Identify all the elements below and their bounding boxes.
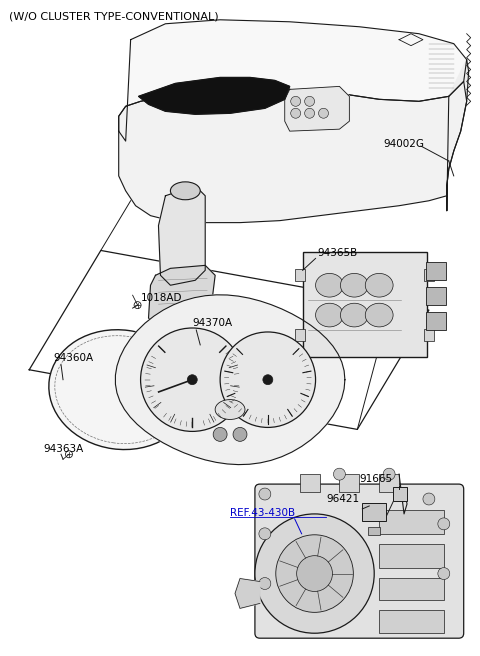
Ellipse shape — [215, 400, 245, 419]
Ellipse shape — [170, 182, 200, 199]
Circle shape — [291, 96, 300, 106]
Ellipse shape — [340, 274, 368, 297]
Circle shape — [334, 468, 346, 480]
Circle shape — [141, 328, 244, 432]
Circle shape — [259, 528, 271, 540]
Bar — [424, 329, 434, 341]
Circle shape — [233, 428, 247, 441]
Text: 96421: 96421 — [326, 494, 360, 504]
Text: 94370A: 94370A — [192, 318, 232, 328]
Bar — [379, 610, 444, 633]
Bar — [368, 527, 380, 535]
Bar — [379, 510, 444, 534]
Circle shape — [187, 375, 197, 384]
Bar — [426, 262, 446, 280]
Circle shape — [305, 108, 314, 118]
Circle shape — [438, 567, 450, 579]
Circle shape — [319, 108, 328, 118]
Bar — [295, 329, 305, 341]
Bar — [424, 270, 434, 281]
Polygon shape — [139, 77, 290, 114]
Circle shape — [259, 488, 271, 500]
Text: (W/O CLUSTER TYPE-CONVENTIONAL): (W/O CLUSTER TYPE-CONVENTIONAL) — [9, 12, 219, 22]
Text: 94363A: 94363A — [43, 444, 84, 455]
Polygon shape — [285, 87, 349, 131]
Circle shape — [423, 493, 435, 505]
Polygon shape — [447, 60, 468, 211]
Ellipse shape — [365, 303, 393, 327]
Text: 94002G: 94002G — [383, 139, 424, 149]
Bar — [393, 487, 407, 501]
Circle shape — [276, 535, 353, 612]
Circle shape — [255, 514, 374, 633]
Circle shape — [438, 518, 450, 530]
Text: REF.43-430B: REF.43-430B — [230, 508, 295, 518]
Circle shape — [383, 468, 395, 480]
Polygon shape — [148, 266, 215, 328]
Ellipse shape — [315, 274, 343, 297]
Circle shape — [220, 332, 315, 428]
Polygon shape — [235, 579, 260, 608]
Bar — [339, 474, 360, 492]
Ellipse shape — [49, 330, 192, 449]
Ellipse shape — [340, 303, 368, 327]
Bar — [300, 474, 320, 492]
Circle shape — [297, 556, 333, 592]
Polygon shape — [115, 295, 345, 464]
Text: 94360A: 94360A — [53, 353, 93, 363]
Bar — [379, 474, 399, 492]
Circle shape — [213, 428, 227, 441]
Circle shape — [305, 96, 314, 106]
Bar — [426, 312, 446, 330]
Circle shape — [291, 108, 300, 118]
Circle shape — [259, 577, 271, 590]
Ellipse shape — [365, 274, 393, 297]
Polygon shape — [158, 186, 205, 285]
Polygon shape — [119, 81, 467, 222]
Polygon shape — [119, 20, 467, 141]
Bar — [362, 503, 386, 521]
Bar — [302, 253, 427, 357]
Ellipse shape — [315, 303, 343, 327]
Text: 94365B: 94365B — [318, 249, 358, 258]
Circle shape — [263, 375, 273, 384]
Bar — [379, 544, 444, 567]
FancyBboxPatch shape — [255, 484, 464, 638]
Bar — [426, 287, 446, 305]
Text: 91665: 91665 — [360, 474, 393, 484]
Bar — [379, 577, 444, 600]
Bar — [295, 270, 305, 281]
Text: 1018AD: 1018AD — [141, 293, 182, 303]
